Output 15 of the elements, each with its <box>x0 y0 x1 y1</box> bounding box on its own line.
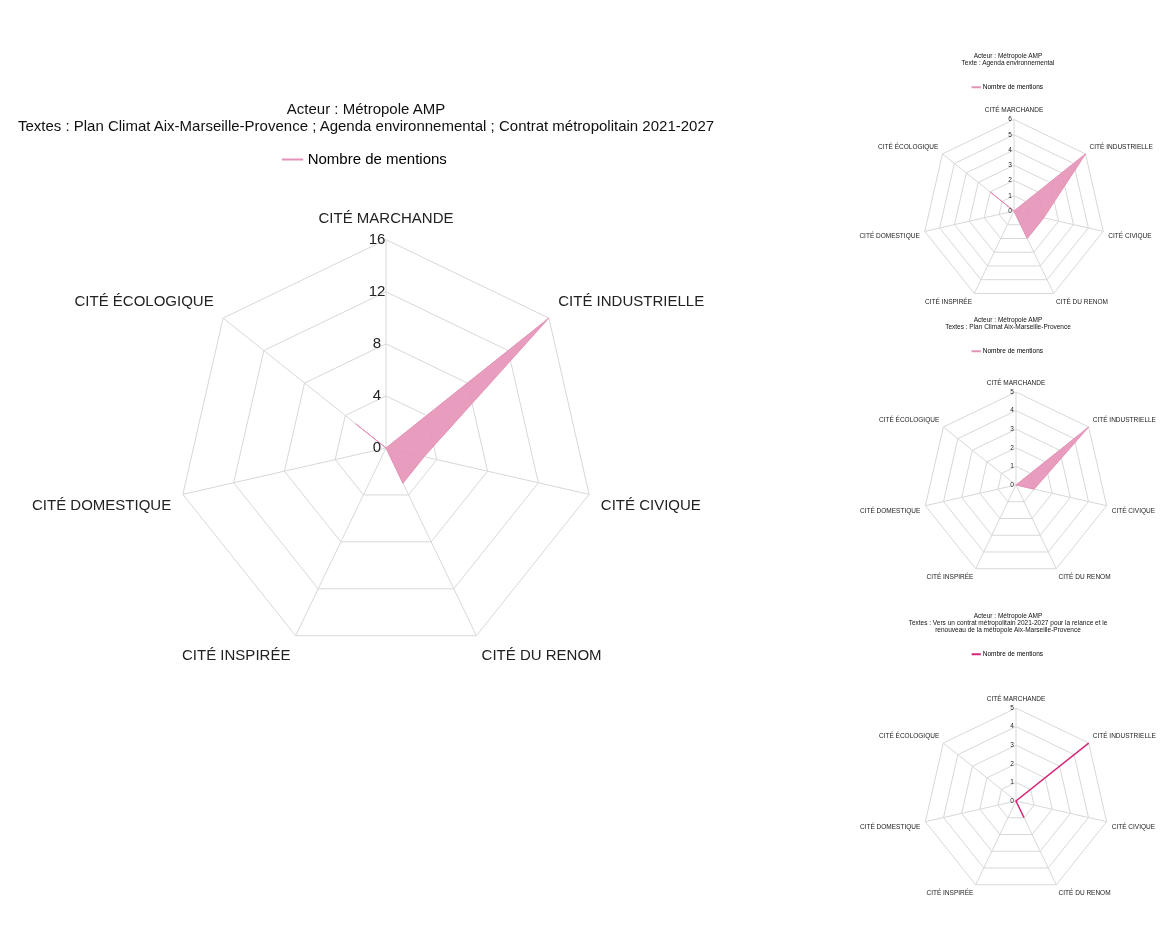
spoke-label: CITÉ DU RENOM <box>481 645 602 663</box>
spoke-label: CITÉ DOMESTIQUE <box>31 496 172 514</box>
y-tick-label: 8 <box>372 333 382 351</box>
spoke-label: CITÉ ÉCOLOGIQUE <box>74 291 214 309</box>
legend-label: Nombre de mentions <box>307 149 447 167</box>
spoke-label: CITÉ INSPIRÉE <box>182 645 291 663</box>
y-tick-label: 4 <box>372 386 382 404</box>
spoke-label: CITÉ INDUSTRIELLE <box>558 291 705 309</box>
y-tick-label: 12 <box>368 281 386 299</box>
chart-title: Acteur : Métropole AMP <box>285 100 447 117</box>
y-tick-label: 0 <box>372 438 382 456</box>
chart-subtitle: Textes : Plan Climat Aix-Marseille-Provence ; Agenda environnemental ; Contrat métropolitain 2021-2027 <box>16 117 716 134</box>
spoke-label: CITÉ CIVIQUE <box>600 496 701 514</box>
y-tick-label: 16 <box>368 229 386 247</box>
spoke-label: CITÉ MARCHANDE <box>318 208 454 226</box>
